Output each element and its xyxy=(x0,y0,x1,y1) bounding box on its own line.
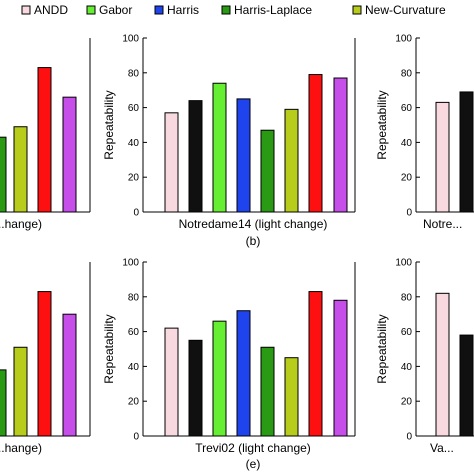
chart-panel-top-left: ...hange) xyxy=(0,38,91,231)
bar xyxy=(188,339,203,437)
y-tick-label: 20 xyxy=(401,173,413,184)
panels: ...hange) 0 20 40 60 80 100 Repeatability Notred… xyxy=(0,34,474,471)
y-tick-label: 60 xyxy=(128,327,140,338)
y-tick-label: 0 xyxy=(133,432,139,443)
x-axis-label: Trevi02 (light change) xyxy=(195,441,311,455)
legend-swatch xyxy=(221,5,231,15)
legend-item: Harris xyxy=(154,3,199,17)
bar xyxy=(435,292,450,437)
y-tick-label: 60 xyxy=(401,327,413,338)
y-tick-label: 80 xyxy=(128,68,140,79)
legend-swatch xyxy=(352,5,362,15)
y-tick-label: 40 xyxy=(401,138,413,149)
y-tick-label: 100 xyxy=(122,34,139,45)
bar xyxy=(164,327,179,437)
y-tick-label: 0 xyxy=(406,208,412,219)
bar xyxy=(308,291,323,437)
y-tick-label: 100 xyxy=(395,34,412,45)
panel-label: (e) xyxy=(246,457,261,471)
bar xyxy=(459,91,474,213)
legend-item: Harris-Laplace xyxy=(221,3,312,17)
bar xyxy=(62,313,77,437)
legend-item: Gabor xyxy=(86,3,132,17)
x-axis-label: Notre... xyxy=(423,217,462,231)
bar xyxy=(37,291,52,437)
bar xyxy=(37,67,52,213)
chart-panel-bottom-left: ...hange) xyxy=(0,262,91,455)
bar xyxy=(260,129,275,213)
y-tick-label: 20 xyxy=(401,397,413,408)
y-tick-label: 40 xyxy=(128,138,140,149)
y-tick-label: 40 xyxy=(401,362,413,373)
bar xyxy=(333,299,348,437)
bar xyxy=(236,98,251,213)
y-tick-label: 100 xyxy=(122,258,139,269)
bar xyxy=(13,126,28,213)
chart-panel-top-right: 0 20 40 60 80 100 Repeatability Notre... xyxy=(375,34,474,231)
chart-panel-bottom-right: 0 20 40 60 80 100 Repeatability Va... xyxy=(375,258,474,455)
y-tick-label: 80 xyxy=(401,68,413,79)
y-tick-label: 40 xyxy=(128,362,140,373)
legend-swatch xyxy=(154,5,164,15)
bar xyxy=(13,346,28,437)
bar xyxy=(333,77,348,213)
legend-swatch xyxy=(21,5,31,15)
bar xyxy=(164,112,179,213)
y-axis-label: Repeatability xyxy=(102,90,116,159)
legend-label: Harris-Laplace xyxy=(234,3,312,17)
legend-label: ANDD xyxy=(34,3,68,17)
legend-swatch xyxy=(86,5,96,15)
legend-label: Gabor xyxy=(99,3,132,17)
y-tick-label: 80 xyxy=(401,292,413,303)
y-axis-label: Repeatability xyxy=(375,314,389,383)
bar xyxy=(260,346,275,437)
y-tick-label: 60 xyxy=(401,103,413,114)
x-axis-label: Va... xyxy=(430,441,454,455)
legend: ANDD Gabor Harris Harris-Laplace New-Curvatu… xyxy=(21,3,446,17)
chart-panel-bottom-middle: 0 20 40 60 80 100 Repeatability Trevi02 (light … xyxy=(102,258,356,471)
bar xyxy=(284,357,299,437)
legend-label: Harris xyxy=(167,3,199,17)
bar xyxy=(435,101,450,213)
bar xyxy=(236,310,251,437)
y-axis-label: Repeatability xyxy=(102,314,116,383)
y-tick-label: 60 xyxy=(128,103,140,114)
bar xyxy=(0,136,7,213)
bar xyxy=(212,82,227,213)
bar xyxy=(212,320,227,437)
y-tick-label: 80 xyxy=(128,292,140,303)
bar xyxy=(188,100,203,213)
y-tick-label: 20 xyxy=(128,397,140,408)
y-axis-label: Repeatability xyxy=(375,90,389,159)
x-axis-label: ...hange) xyxy=(0,441,42,455)
x-axis-label: ...hange) xyxy=(0,217,42,231)
bar xyxy=(284,108,299,213)
y-tick-label: 100 xyxy=(395,258,412,269)
bar xyxy=(308,74,323,213)
y-tick-label: 20 xyxy=(128,173,140,184)
bar xyxy=(62,96,77,213)
panel-label: (b) xyxy=(246,234,261,248)
x-axis-label: Notredame14 (light change) xyxy=(179,217,328,231)
legend-item: ANDD xyxy=(21,3,68,17)
bar xyxy=(0,369,7,437)
legend-item: New-Curvature xyxy=(352,3,446,17)
y-tick-label: 0 xyxy=(406,432,412,443)
bar xyxy=(459,334,474,437)
legend-label: New-Curvature xyxy=(365,3,446,17)
chart-panel-top-middle: 0 20 40 60 80 100 Repeatability Notredame14 (li… xyxy=(102,34,356,248)
y-tick-label: 0 xyxy=(133,208,139,219)
